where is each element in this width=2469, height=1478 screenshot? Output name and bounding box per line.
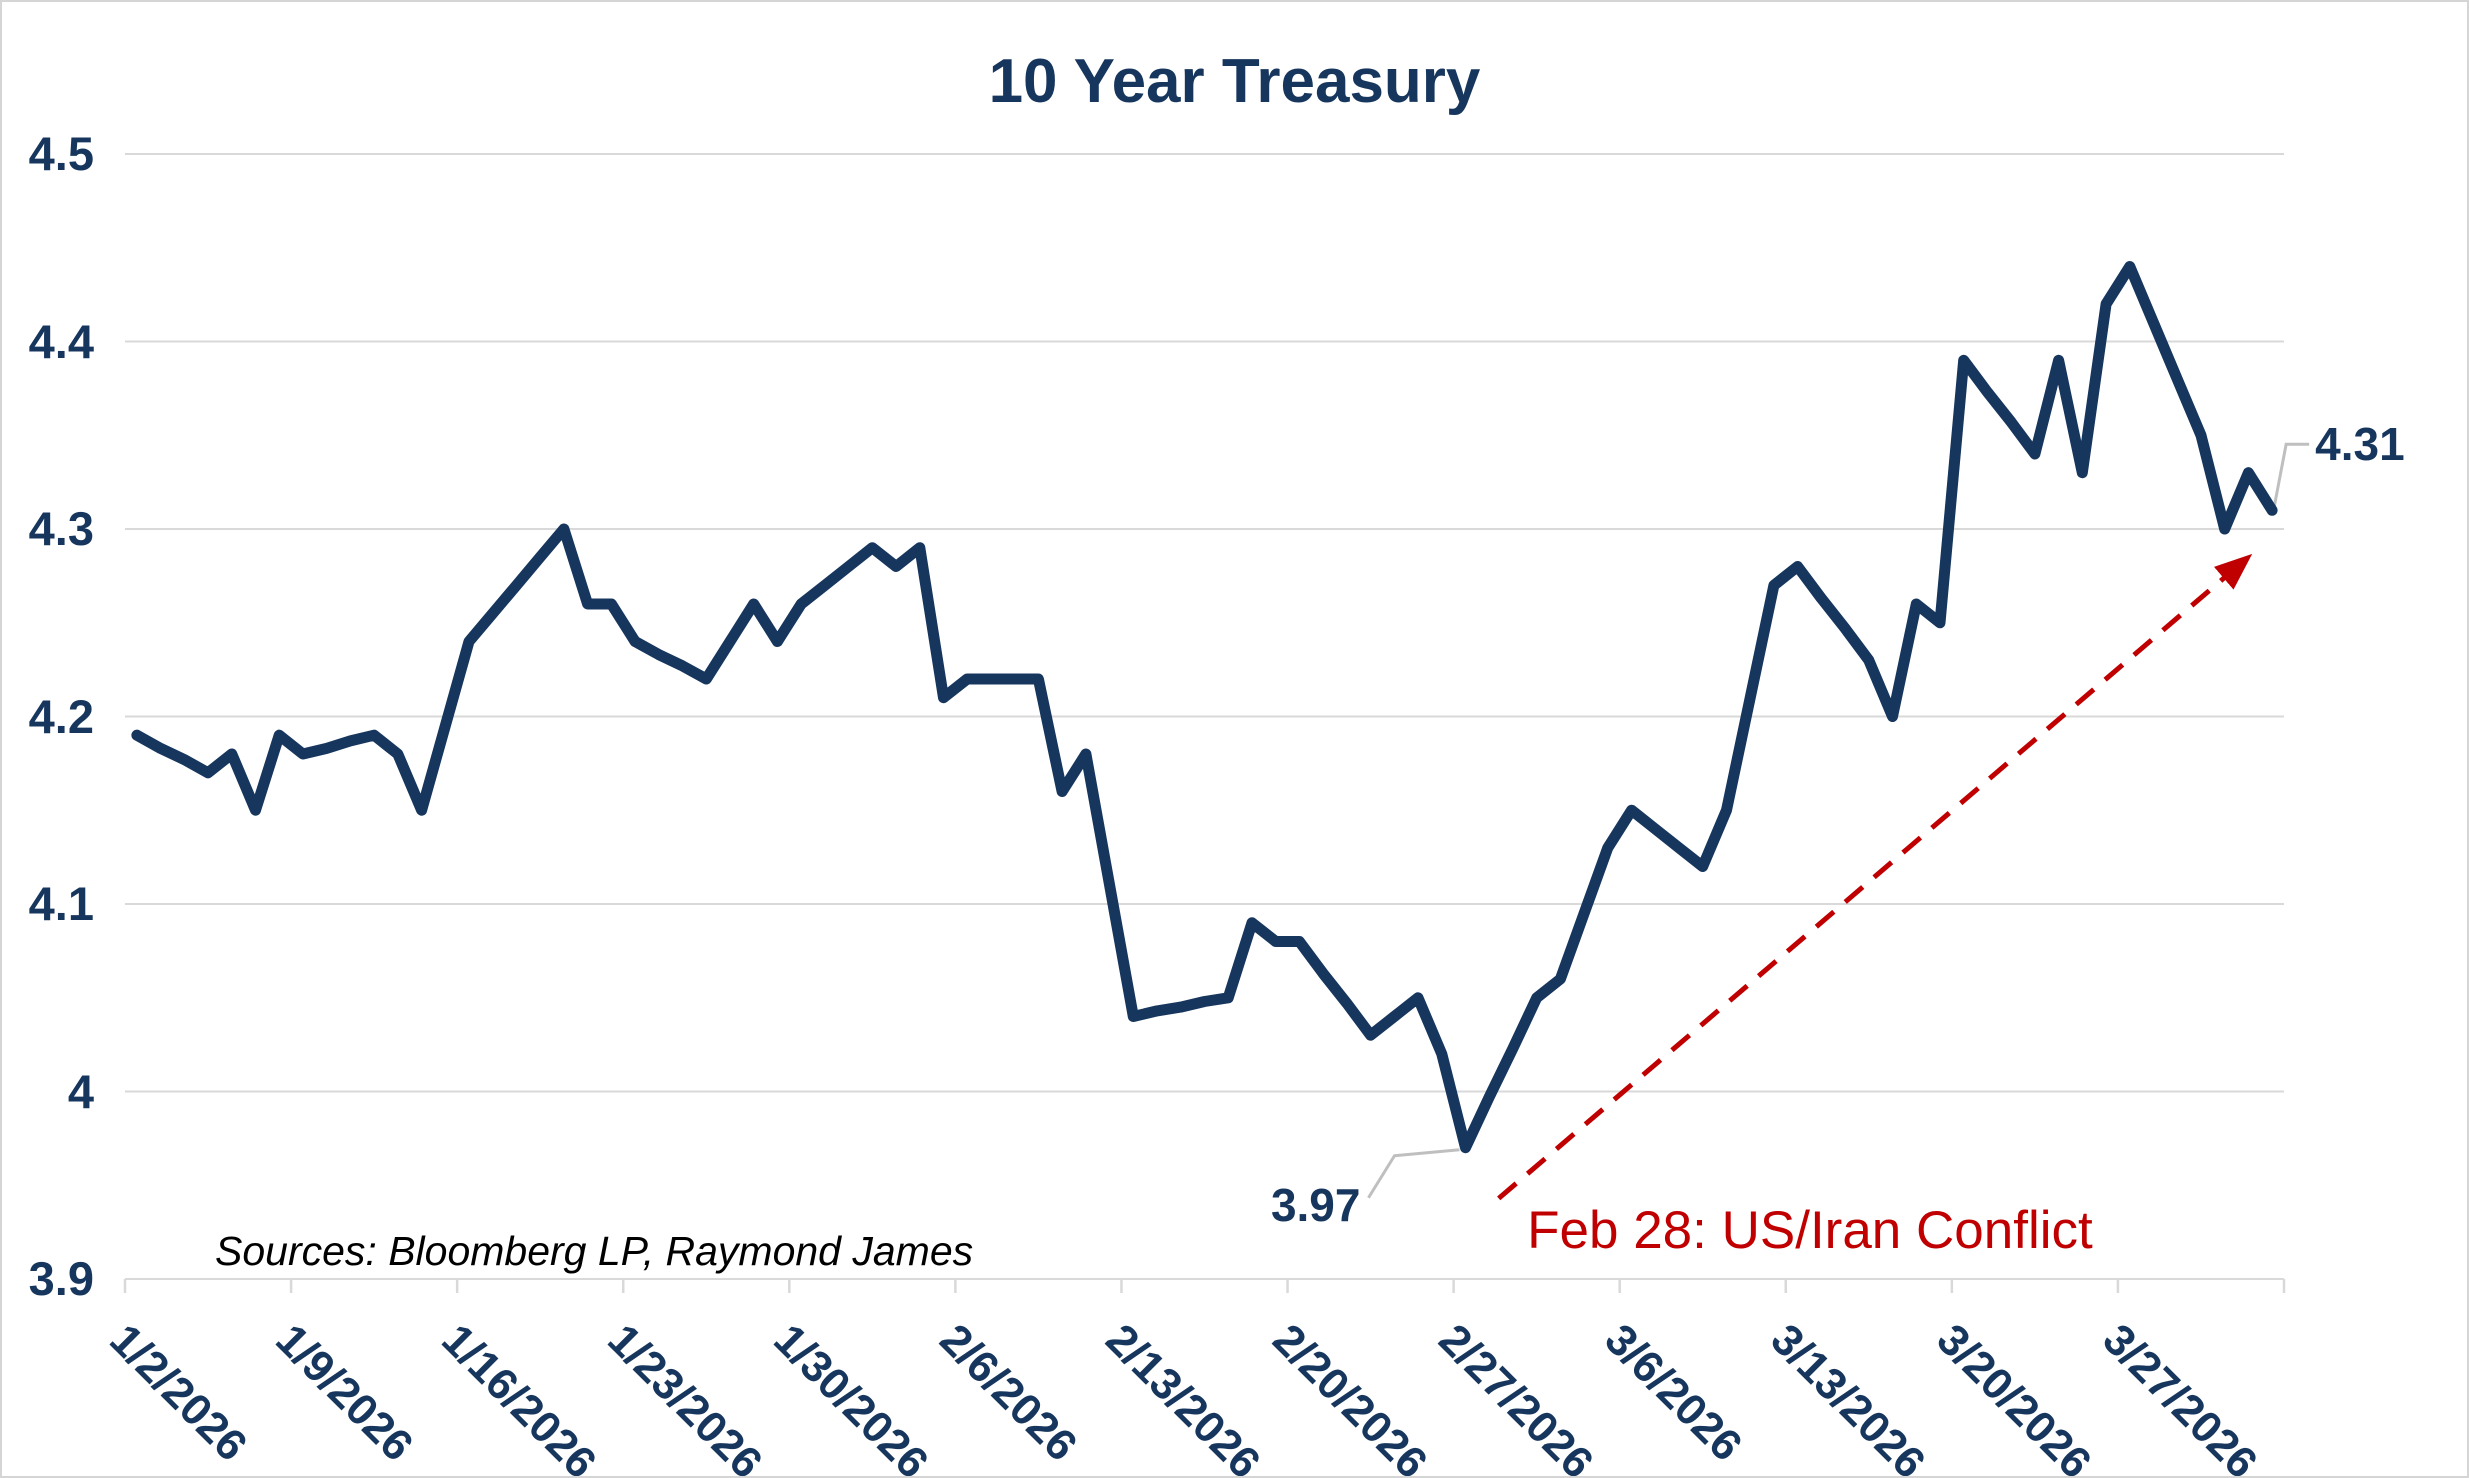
y-axis-label: 3.9 <box>28 1252 94 1305</box>
chart-title: 10 Year Treasury <box>988 47 1481 116</box>
y-axis-label: 4.3 <box>28 502 94 555</box>
low-point-callout: 3.97 <box>1270 1178 1361 1231</box>
y-axis-label: 4.2 <box>28 689 94 743</box>
callout-leader-lines <box>1367 442 2310 1199</box>
yield-line-series <box>131 261 2278 1154</box>
source-note: Sources: Bloomberg LP, Raymond James <box>215 1228 974 1274</box>
end-point-callout: 4.31 <box>2315 418 2405 471</box>
y-axis-label: 4.4 <box>28 314 94 368</box>
event-arrow-dashed <box>1497 553 2253 1201</box>
y-axis-label: 4.5 <box>28 127 94 180</box>
y-axis-label: 4.1 <box>28 877 94 930</box>
gridlines <box>125 153 2284 1280</box>
x-axis-ticks <box>123 1279 2286 1293</box>
y-axis-label: 4 <box>67 1064 94 1118</box>
event-annotation-label: Feb 28: US/Iran Conflict <box>1527 1201 2093 1261</box>
